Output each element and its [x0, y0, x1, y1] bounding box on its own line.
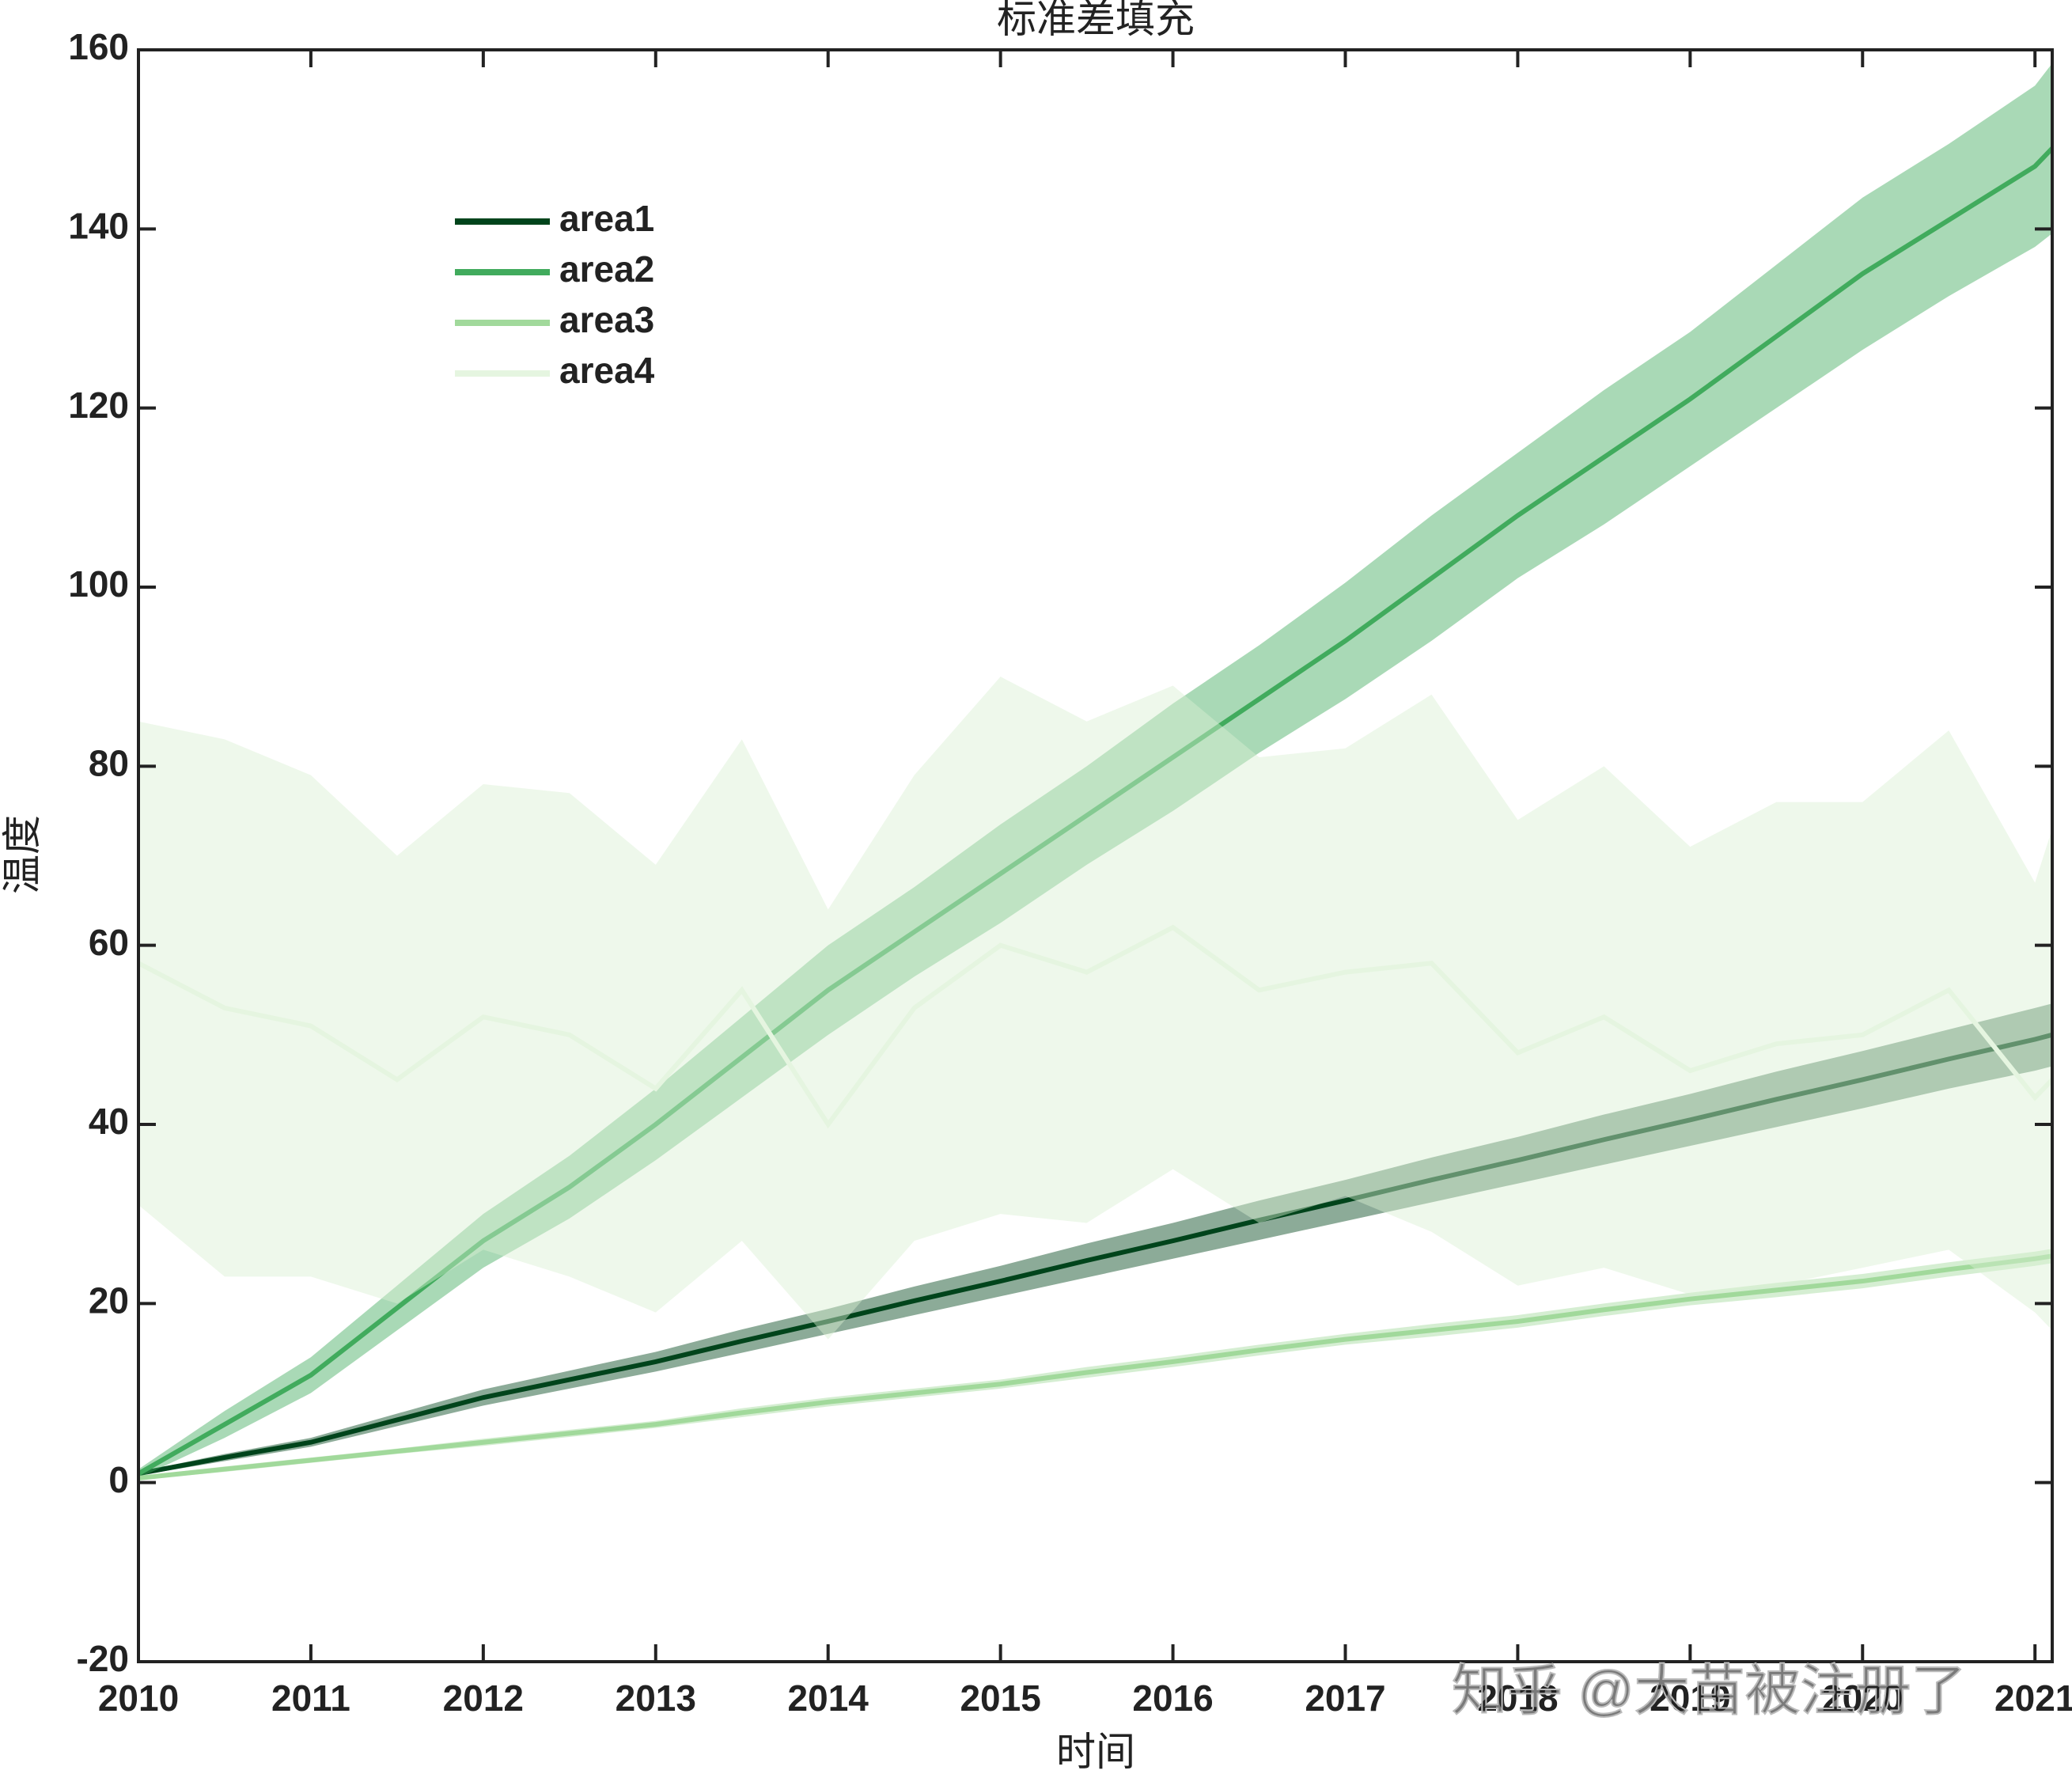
y-tick-label: 140 — [68, 205, 129, 246]
legend-label: area2 — [559, 248, 654, 290]
series-line — [138, 146, 2052, 1476]
x-tick-label: 2020 — [1822, 1678, 1903, 1719]
y-tick-label: 60 — [89, 922, 129, 963]
legend-label: area4 — [559, 350, 655, 391]
x-tick-label: 2010 — [98, 1678, 179, 1719]
series-line — [138, 1032, 2052, 1477]
std-band — [138, 63, 2052, 1479]
x-tick-label: 2017 — [1305, 1678, 1385, 1719]
watermark: 知乎 @大苗被注册了 — [1452, 1659, 1967, 1721]
y-tick-label: -20 — [77, 1638, 129, 1679]
legend-label: area1 — [559, 198, 654, 239]
x-tick-label: 2012 — [443, 1678, 524, 1719]
x-tick-label: 2011 — [271, 1678, 350, 1719]
y-tick-label: 100 — [68, 563, 129, 605]
series-line — [138, 1253, 2052, 1480]
x-tick-label: 2016 — [1132, 1678, 1213, 1719]
y-tick-label: 0 — [108, 1459, 129, 1500]
y-tick-label: 20 — [89, 1279, 129, 1321]
x-axis-label: 时间 — [1056, 1729, 1135, 1775]
x-tick-label: 2013 — [616, 1678, 696, 1719]
y-tick-label: 40 — [89, 1101, 129, 1142]
y-tick-label: 80 — [89, 742, 129, 783]
y-tick-label: 160 — [68, 26, 129, 67]
y-tick-label: 120 — [68, 385, 129, 426]
series-line — [138, 924, 2052, 1129]
y-axis-label: 温度 — [0, 815, 45, 894]
x-tick-label: 2021 — [1994, 1678, 2072, 1719]
std-band — [138, 677, 2052, 1340]
x-tick-label: 2015 — [960, 1678, 1040, 1719]
legend-label: area3 — [559, 299, 654, 340]
x-tick-label: 2019 — [1650, 1678, 1730, 1719]
chart-title: 标准差填充 — [997, 0, 1195, 42]
plot-frame — [137, 48, 2054, 1663]
x-tick-label: 2018 — [1477, 1678, 1558, 1719]
x-tick-label: 2014 — [788, 1678, 869, 1719]
